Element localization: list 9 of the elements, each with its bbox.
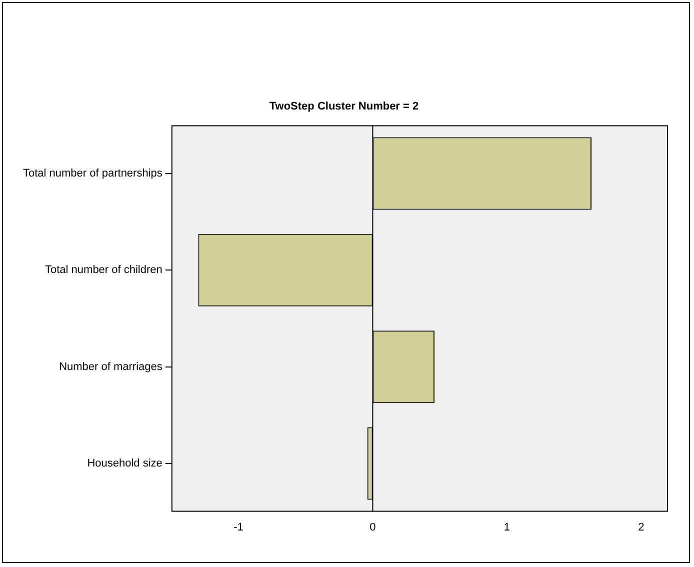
y-tick-label: Total number of partnerships — [22, 168, 163, 180]
y-tick-label: Household size — [87, 458, 162, 470]
x-tick-label: 0 — [370, 521, 376, 534]
x-tick-label: 2 — [638, 521, 644, 534]
x-tick-label: 1 — [504, 521, 510, 534]
chart-title: TwoStep Cluster Number = 2 — [269, 100, 419, 113]
y-tick-label: Total number of children — [45, 264, 162, 276]
x-tick-label: -1 — [234, 521, 244, 534]
y-tick-label: Number of marriages — [59, 360, 163, 373]
